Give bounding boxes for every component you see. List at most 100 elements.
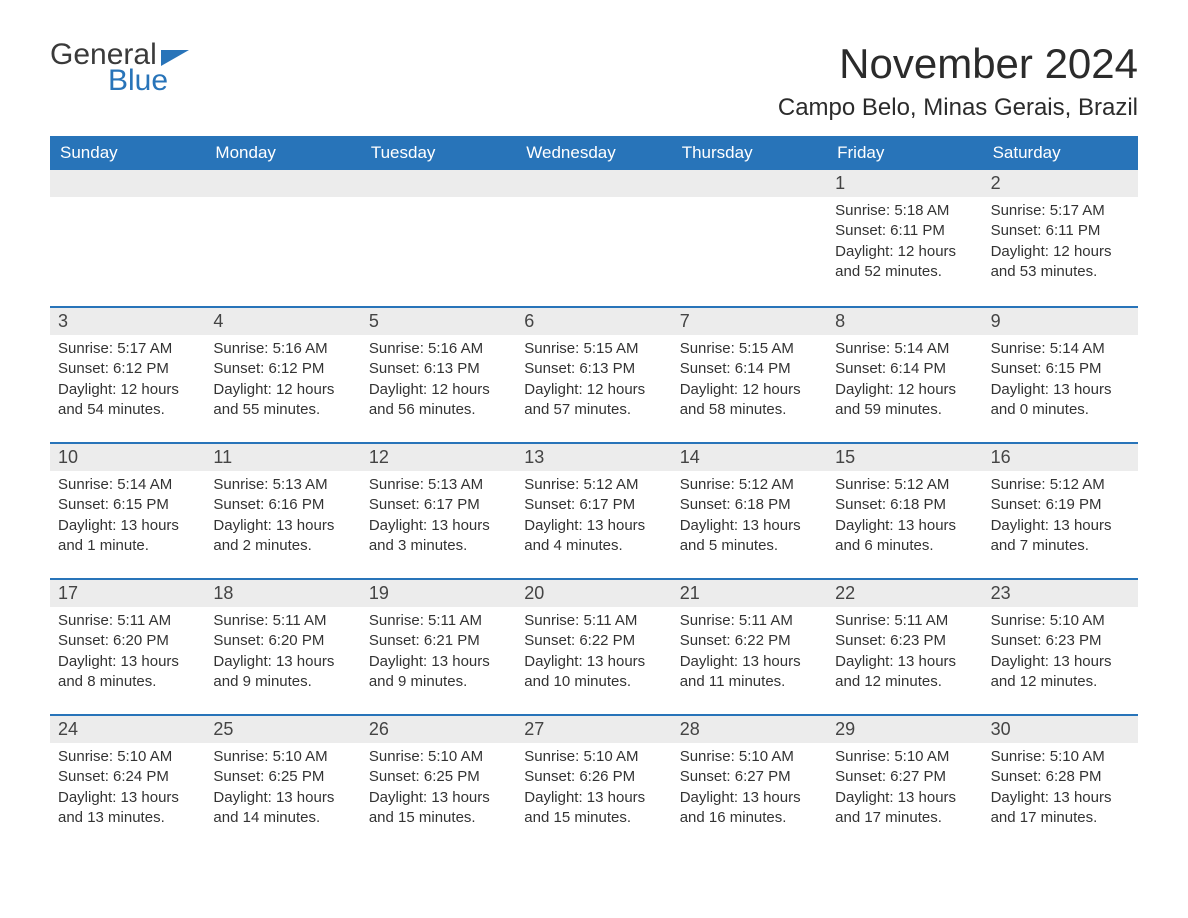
daylight-line: Daylight: 13 hours and 5 minutes.	[680, 516, 819, 557]
sunset-line: Sunset: 6:26 PM	[524, 767, 663, 787]
sunset-line: Sunset: 6:27 PM	[680, 767, 819, 787]
day-details: Sunrise: 5:10 AMSunset: 6:23 PMDaylight:…	[983, 607, 1138, 700]
week-row: 3Sunrise: 5:17 AMSunset: 6:12 PMDaylight…	[50, 306, 1138, 442]
sunrise-line: Sunrise: 5:10 AM	[369, 747, 508, 767]
sunrise-line: Sunrise: 5:10 AM	[991, 747, 1130, 767]
day-number: 7	[672, 308, 827, 335]
sunrise-line: Sunrise: 5:15 AM	[524, 339, 663, 359]
day-number: 14	[672, 444, 827, 471]
sunrise-line: Sunrise: 5:15 AM	[680, 339, 819, 359]
day-number: 28	[672, 716, 827, 743]
daylight-line: Daylight: 13 hours and 12 minutes.	[835, 652, 974, 693]
day-number: 6	[516, 308, 671, 335]
sunrise-line: Sunrise: 5:12 AM	[680, 475, 819, 495]
daylight-line: Daylight: 13 hours and 4 minutes.	[524, 516, 663, 557]
day-cell: 6Sunrise: 5:15 AMSunset: 6:13 PMDaylight…	[516, 308, 671, 442]
day-number: 13	[516, 444, 671, 471]
brand-logo: General Blue	[50, 40, 189, 96]
sunset-line: Sunset: 6:28 PM	[991, 767, 1130, 787]
day-details	[205, 197, 360, 209]
daylight-line: Daylight: 13 hours and 11 minutes.	[680, 652, 819, 693]
day-number: 25	[205, 716, 360, 743]
sunrise-line: Sunrise: 5:10 AM	[58, 747, 197, 767]
day-details: Sunrise: 5:11 AMSunset: 6:23 PMDaylight:…	[827, 607, 982, 700]
sunrise-line: Sunrise: 5:12 AM	[524, 475, 663, 495]
sunrise-line: Sunrise: 5:13 AM	[369, 475, 508, 495]
day-cell: 5Sunrise: 5:16 AMSunset: 6:13 PMDaylight…	[361, 308, 516, 442]
day-number: 20	[516, 580, 671, 607]
sunrise-line: Sunrise: 5:11 AM	[680, 611, 819, 631]
daylight-line: Daylight: 13 hours and 3 minutes.	[369, 516, 508, 557]
day-details: Sunrise: 5:11 AMSunset: 6:20 PMDaylight:…	[50, 607, 205, 700]
sunrise-line: Sunrise: 5:17 AM	[58, 339, 197, 359]
day-details: Sunrise: 5:10 AMSunset: 6:28 PMDaylight:…	[983, 743, 1138, 836]
sunrise-line: Sunrise: 5:10 AM	[680, 747, 819, 767]
sunset-line: Sunset: 6:25 PM	[369, 767, 508, 787]
daylight-line: Daylight: 13 hours and 14 minutes.	[213, 788, 352, 829]
day-details	[361, 197, 516, 209]
day-cell: 24Sunrise: 5:10 AMSunset: 6:24 PMDayligh…	[50, 716, 205, 850]
day-details: Sunrise: 5:18 AMSunset: 6:11 PMDaylight:…	[827, 197, 982, 290]
sunset-line: Sunset: 6:18 PM	[680, 495, 819, 515]
sunset-line: Sunset: 6:17 PM	[369, 495, 508, 515]
day-cell: 16Sunrise: 5:12 AMSunset: 6:19 PMDayligh…	[983, 444, 1138, 578]
day-cell: 20Sunrise: 5:11 AMSunset: 6:22 PMDayligh…	[516, 580, 671, 714]
daylight-line: Daylight: 13 hours and 9 minutes.	[369, 652, 508, 693]
day-number: 15	[827, 444, 982, 471]
daylight-line: Daylight: 12 hours and 58 minutes.	[680, 380, 819, 421]
daylight-line: Daylight: 13 hours and 8 minutes.	[58, 652, 197, 693]
day-details: Sunrise: 5:15 AMSunset: 6:14 PMDaylight:…	[672, 335, 827, 428]
day-number: 24	[50, 716, 205, 743]
day-number: 8	[827, 308, 982, 335]
sunset-line: Sunset: 6:15 PM	[58, 495, 197, 515]
sunset-line: Sunset: 6:13 PM	[524, 359, 663, 379]
brand-word-2: Blue	[108, 66, 189, 96]
week-row: 17Sunrise: 5:11 AMSunset: 6:20 PMDayligh…	[50, 578, 1138, 714]
day-details	[672, 197, 827, 209]
day-number: 16	[983, 444, 1138, 471]
sunrise-line: Sunrise: 5:10 AM	[524, 747, 663, 767]
day-cell: 21Sunrise: 5:11 AMSunset: 6:22 PMDayligh…	[672, 580, 827, 714]
day-cell: 13Sunrise: 5:12 AMSunset: 6:17 PMDayligh…	[516, 444, 671, 578]
sunset-line: Sunset: 6:22 PM	[680, 631, 819, 651]
day-number	[672, 170, 827, 197]
sunrise-line: Sunrise: 5:12 AM	[835, 475, 974, 495]
day-details: Sunrise: 5:11 AMSunset: 6:22 PMDaylight:…	[672, 607, 827, 700]
calendar: SundayMondayTuesdayWednesdayThursdayFrid…	[50, 136, 1138, 850]
day-details: Sunrise: 5:15 AMSunset: 6:13 PMDaylight:…	[516, 335, 671, 428]
sunset-line: Sunset: 6:25 PM	[213, 767, 352, 787]
day-details	[516, 197, 671, 209]
day-details: Sunrise: 5:10 AMSunset: 6:25 PMDaylight:…	[205, 743, 360, 836]
weekday-header: Wednesday	[516, 136, 671, 170]
sunset-line: Sunset: 6:23 PM	[991, 631, 1130, 651]
day-number: 2	[983, 170, 1138, 197]
sunset-line: Sunset: 6:14 PM	[835, 359, 974, 379]
sunset-line: Sunset: 6:11 PM	[991, 221, 1130, 241]
header: General Blue November 2024 Campo Belo, M…	[50, 40, 1138, 122]
day-number: 17	[50, 580, 205, 607]
sunrise-line: Sunrise: 5:12 AM	[991, 475, 1130, 495]
day-number: 3	[50, 308, 205, 335]
sunset-line: Sunset: 6:21 PM	[369, 631, 508, 651]
day-details: Sunrise: 5:12 AMSunset: 6:18 PMDaylight:…	[672, 471, 827, 564]
sunrise-line: Sunrise: 5:13 AM	[213, 475, 352, 495]
daylight-line: Daylight: 13 hours and 13 minutes.	[58, 788, 197, 829]
day-cell: 1Sunrise: 5:18 AMSunset: 6:11 PMDaylight…	[827, 170, 982, 306]
sunset-line: Sunset: 6:13 PM	[369, 359, 508, 379]
day-cell: 4Sunrise: 5:16 AMSunset: 6:12 PMDaylight…	[205, 308, 360, 442]
daylight-line: Daylight: 13 hours and 16 minutes.	[680, 788, 819, 829]
day-number: 4	[205, 308, 360, 335]
month-title: November 2024	[778, 40, 1138, 88]
sunset-line: Sunset: 6:20 PM	[58, 631, 197, 651]
daylight-line: Daylight: 13 hours and 2 minutes.	[213, 516, 352, 557]
sunrise-line: Sunrise: 5:11 AM	[835, 611, 974, 631]
sunrise-line: Sunrise: 5:10 AM	[835, 747, 974, 767]
daylight-line: Daylight: 13 hours and 0 minutes.	[991, 380, 1130, 421]
day-number: 10	[50, 444, 205, 471]
day-cell: 15Sunrise: 5:12 AMSunset: 6:18 PMDayligh…	[827, 444, 982, 578]
day-details: Sunrise: 5:14 AMSunset: 6:14 PMDaylight:…	[827, 335, 982, 428]
day-details: Sunrise: 5:17 AMSunset: 6:11 PMDaylight:…	[983, 197, 1138, 290]
week-row: 10Sunrise: 5:14 AMSunset: 6:15 PMDayligh…	[50, 442, 1138, 578]
sunset-line: Sunset: 6:15 PM	[991, 359, 1130, 379]
title-block: November 2024 Campo Belo, Minas Gerais, …	[778, 40, 1138, 122]
